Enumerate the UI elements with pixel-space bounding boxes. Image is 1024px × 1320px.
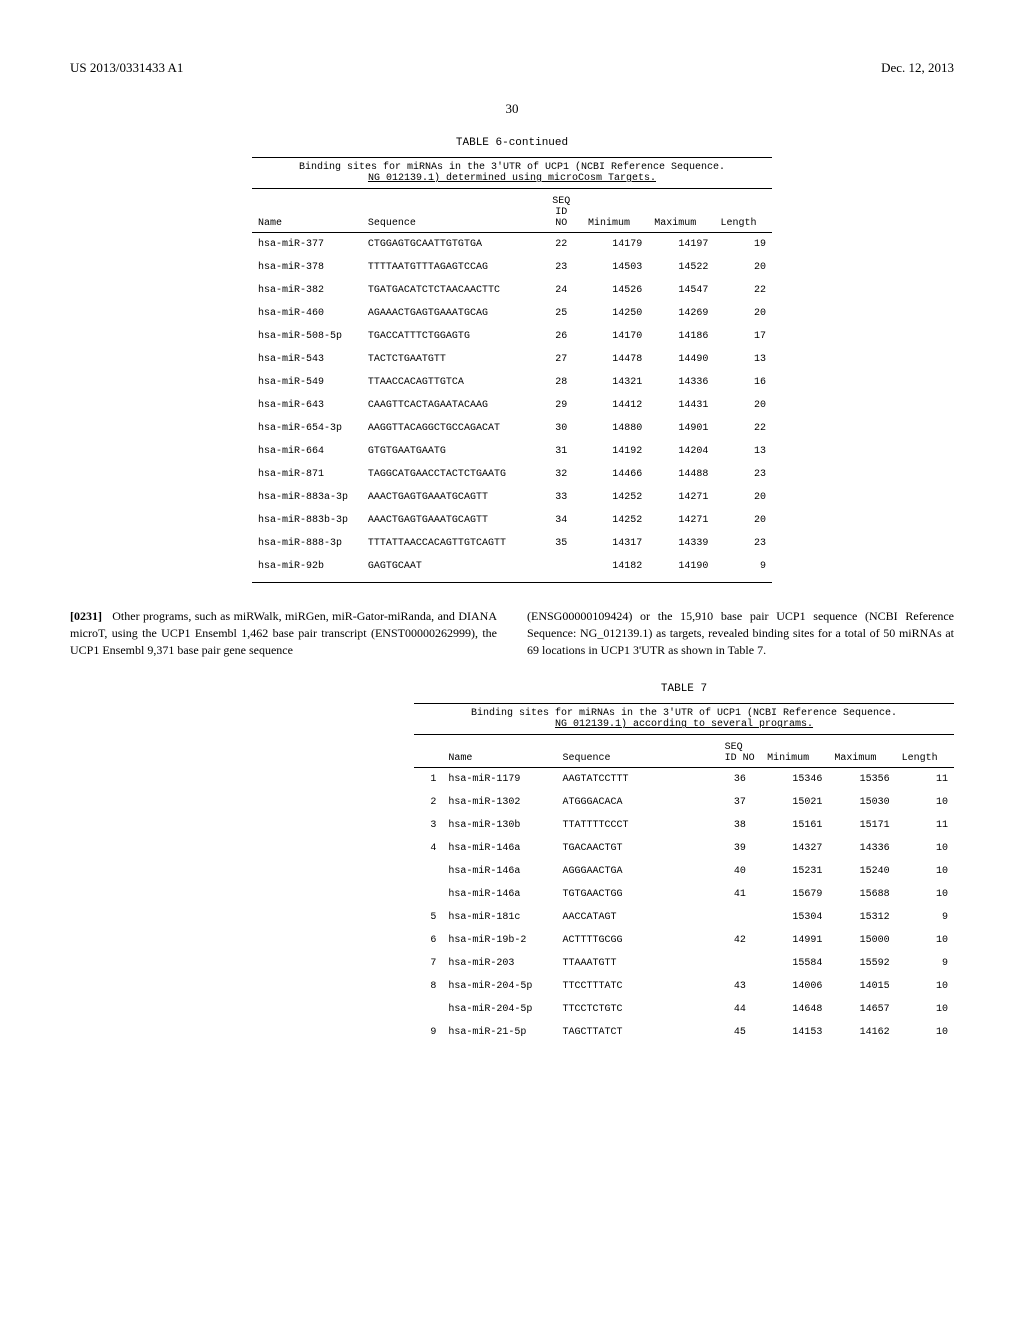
table-row: hsa-miR-549TTAACCACAGTTGTCA2814321143361…: [252, 371, 772, 394]
table-row: hsa-miR-508-5pTGACCATTTCTGGAGTG261417014…: [252, 325, 772, 348]
table-row: hsa-miR-888-3pTTTATTAACCACAGTTGTCAGTT351…: [252, 532, 772, 555]
table-row: hsa-miR-654-3pAAGGTTACAGGCTGCCAGACAT3014…: [252, 417, 772, 440]
table-row: hsa-miR-664GTGTGAATGAATG31141921420413: [252, 440, 772, 463]
paragraph-0231: [0231] Other programs, such as miRWalk, …: [70, 608, 954, 658]
table-row: 2hsa-miR-1302ATGGGACACA37150211503010: [414, 791, 954, 814]
th-seq: Sequence: [362, 193, 541, 233]
th-max: Maximum: [648, 193, 714, 233]
table-row: 9hsa-miR-21-5pTAGCTTATCT45141531416210: [414, 1021, 954, 1044]
table-row: 3hsa-miR-130bTTATTTTCCCT38151611517111: [414, 814, 954, 837]
table-row: hsa-miR-871TAGGCATGAACCTACTCTGAATG321446…: [252, 463, 772, 486]
doc-date: Dec. 12, 2013: [881, 60, 954, 76]
table-6-content: Name Sequence SEQIDNO Minimum Maximum Le…: [252, 193, 772, 578]
th-max7: Maximum: [828, 739, 895, 768]
th-seqid7: SEQ ID NO: [719, 739, 762, 768]
th-num: [414, 739, 442, 768]
th-min: Minimum: [582, 193, 648, 233]
table-6: TABLE 6-continued Binding sites for miRN…: [252, 137, 772, 583]
paragraph-col1: [0231] Other programs, such as miRWalk, …: [70, 608, 497, 658]
table-7-content: Name Sequence SEQ ID NO Minimum Maximum …: [414, 739, 954, 1044]
table-6-title: TABLE 6-continued: [252, 137, 772, 149]
doc-number: US 2013/0331433 A1: [70, 60, 183, 76]
table-row: 6hsa-miR-19b-2ACTTTTGCGG42149911500010: [414, 929, 954, 952]
th-len7: Length: [896, 739, 954, 768]
table-row: hsa-miR-146aTGTGAACTGG41156791568810: [414, 883, 954, 906]
table-row: hsa-miR-883b-3pAAACTGAGTGAAATGCAGTT34142…: [252, 509, 772, 532]
th-len: Length: [714, 193, 772, 233]
table-row: 7hsa-miR-203TTAAATGTT15584155929: [414, 952, 954, 975]
table-row: 4hsa-miR-146aTGACAACTGT39143271433610: [414, 837, 954, 860]
th-seqid: SEQIDNO: [540, 193, 582, 233]
table-row: hsa-miR-382TGATGACATCTCTAACAACTTC2414526…: [252, 279, 772, 302]
table-row: hsa-miR-460AGAAACTGAGTGAAATGCAG251425014…: [252, 302, 772, 325]
table-row: hsa-miR-377CTGGAGTGCAATTGTGTGA2214179141…: [252, 233, 772, 257]
table-row: hsa-miR-643CAAGTTCACTAGAATACAAG291441214…: [252, 394, 772, 417]
table-7: TABLE 7 Binding sites for miRNAs in the …: [414, 683, 954, 1044]
th-min7: Minimum: [761, 739, 828, 768]
table-7-caption: Binding sites for miRNAs in the 3'UTR of…: [414, 703, 954, 735]
table-6-caption: Binding sites for miRNAs in the 3'UTR of…: [252, 157, 772, 189]
table-row: hsa-miR-146aAGGGAACTGA40152311524010: [414, 860, 954, 883]
paragraph-col2: (ENSG00000109424) or the 15,910 base pai…: [527, 608, 954, 658]
table-row: hsa-miR-92bGAGTGCAAT14182141909: [252, 555, 772, 578]
table-row: hsa-miR-543TACTCTGAATGTT27144781449013: [252, 348, 772, 371]
th-seq7: Sequence: [557, 739, 719, 768]
th-name: Name: [252, 193, 362, 233]
table-row: 5hsa-miR-181cAACCATAGT15304153129: [414, 906, 954, 929]
table-row: 8hsa-miR-204-5pTTCCTTTATC43140061401510: [414, 975, 954, 998]
table-row: hsa-miR-378TTTTAATGTTTAGAGTCCAG231450314…: [252, 256, 772, 279]
page-number: 30: [70, 101, 954, 117]
th-name7: Name: [442, 739, 556, 768]
table-7-title: TABLE 7: [414, 683, 954, 695]
table-row: hsa-miR-883a-3pAAACTGAGTGAAATGCAGTT33142…: [252, 486, 772, 509]
page-header: US 2013/0331433 A1 Dec. 12, 2013: [70, 60, 954, 76]
table-row: hsa-miR-204-5pTTCCTCTGTC44146481465710: [414, 998, 954, 1021]
table-row: 1hsa-miR-1179AAGTATCCTTT36153461535611: [414, 768, 954, 792]
